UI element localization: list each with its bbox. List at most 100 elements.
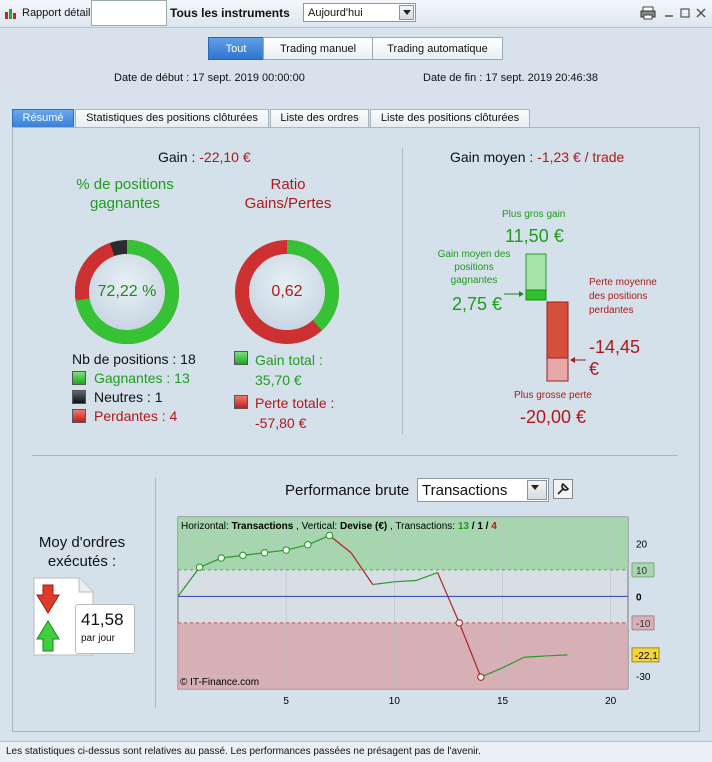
maximize-icon[interactable] [680, 8, 690, 18]
lower-band-label-box [631, 615, 655, 631]
title-bar: Rapport détaillé Tous les instruments Au… [0, 0, 712, 28]
neutral-swatch [72, 390, 86, 404]
close-icon[interactable] [696, 8, 706, 18]
series-point [195, 563, 204, 572]
period-value: Aujourd'hui [308, 7, 363, 19]
series-point [239, 551, 247, 560]
y-tick-label: 20 [636, 539, 648, 550]
gain-moyen-value: -1,23 € / trade [537, 149, 625, 165]
ratio-donut [235, 240, 339, 344]
tab-closed-positions[interactable]: Liste des positions clôturées [370, 109, 530, 127]
winning-swatch [72, 371, 86, 385]
lower-band-label: -10 [636, 619, 651, 630]
current-value-box [631, 647, 660, 663]
perte-totale-label: Perte totale : [255, 395, 335, 411]
report-title: Rapport détaillé [22, 7, 100, 19]
tab-closed-stats[interactable]: Statistiques des positions clôturées [75, 109, 269, 127]
chevron-down-icon[interactable] [527, 480, 547, 500]
series-point [304, 541, 312, 549]
performance-title: Performance brute [285, 482, 410, 499]
gain-value: -22,10 € [199, 149, 251, 165]
perte-totale: Perte totale : -57,80 € [255, 393, 334, 433]
max-loss-value: -20,00 € [520, 407, 587, 427]
divider-vertical-top [402, 148, 403, 434]
orders-value-box: 41,58 par jour [75, 604, 135, 654]
series-segment [199, 557, 222, 568]
x-tick-label: 20 [605, 696, 617, 707]
perte-totale-swatch [234, 395, 248, 409]
chevron-down-icon[interactable] [399, 5, 414, 20]
status-bar: Les statistiques ci-dessus sont relative… [0, 741, 712, 762]
avg-loss-value: -14,45 € [589, 337, 641, 379]
legend-v: , Vertical: [296, 521, 337, 532]
filter-manual-button[interactable]: Trading manuel [263, 37, 373, 60]
series-segment [307, 534, 330, 546]
series-segment [394, 579, 417, 583]
x-tick-label: 10 [389, 696, 401, 707]
series-point [260, 548, 269, 557]
upper-band-label: 10 [636, 566, 648, 577]
end-date-label: Date de fin : [423, 72, 483, 84]
divider-horizontal [32, 455, 678, 456]
end-date: Date de fin : 17 sept. 2019 20:46:38 [423, 72, 598, 84]
gain-label: Gain : [158, 149, 196, 165]
tooltip-box [91, 0, 167, 26]
max-gain-value: 11,50 € [505, 226, 564, 246]
gain-total: Gain total : 35,70 € [255, 350, 323, 390]
series-segment [415, 572, 438, 582]
legend-loss: 4 [491, 521, 497, 532]
gain-loss-bars [504, 253, 586, 382]
wrench-icon[interactable] [553, 479, 573, 499]
series-segment [372, 581, 395, 586]
avg-gain-label: Gain moyen des positions gagnantes [437, 249, 511, 286]
upper-band-label-box [631, 562, 655, 578]
max-loss-label: Plus grosse perte [514, 390, 592, 401]
start-date: Date de début : 17 sept. 2019 00:00:00 [114, 72, 305, 84]
legend-sep2: / [486, 521, 492, 532]
series-point [455, 619, 463, 627]
ratio-value: 0,62 [271, 283, 303, 300]
tab-orders[interactable]: Liste des ordres [270, 109, 369, 127]
chart-legend: Horizontal: Transactions , Vertical: Dev… [181, 521, 497, 532]
performance-mode-select[interactable]: Transactions [417, 478, 549, 502]
y-tick-label: 0 [636, 592, 642, 603]
x-tick-label: 15 [497, 696, 509, 707]
orders-unit: par jour [81, 633, 115, 644]
gain-total-swatch [234, 351, 248, 365]
orders-value: 41,58 [81, 610, 124, 629]
series-point [282, 546, 290, 554]
series-segment [524, 655, 546, 658]
gain-total-value: 35,70 € [255, 372, 302, 388]
series-segment [177, 566, 201, 597]
period-select[interactable]: Aujourd'hui [303, 3, 416, 22]
gain-line: Gain : -22,10 € [158, 149, 251, 165]
filter-auto-button[interactable]: Trading automatique [372, 37, 503, 60]
start-date-label: Date de début : [114, 72, 190, 84]
series-point [217, 554, 226, 562]
divider-vertical-bottom [155, 478, 156, 708]
legend-sep: / [472, 521, 478, 532]
print-icon[interactable] [640, 6, 656, 20]
filter-tout-button[interactable]: Tout [208, 37, 264, 60]
pct-value: 72,22 % [97, 283, 157, 300]
series-segment [350, 552, 374, 585]
gain-moyen-label: Gain moyen : [450, 149, 534, 165]
x-tick-label: 5 [283, 696, 289, 707]
losing-swatch [72, 409, 86, 423]
y-tick-label: -30 [636, 672, 651, 683]
gain-moyen-line: Gain moyen : -1,23 € / trade [450, 149, 624, 165]
winning-count: Gagnantes : 13 [94, 370, 190, 386]
performance-chart: 5 10 15 20 20 0 -30 10 -10 -22,1 Horizontal: Tran… [164, 514, 674, 714]
tab-resume[interactable]: Résumé [12, 109, 74, 127]
series-segment [545, 654, 568, 657]
performance-mode-value: Transactions [422, 482, 508, 499]
legend-h: Horizontal: [181, 521, 229, 532]
series-segment [329, 535, 352, 554]
minimize-icon[interactable] [664, 8, 674, 18]
max-gain-label: Plus gros gain [502, 209, 566, 220]
perte-totale-value: -57,80 € [255, 415, 307, 431]
avg-loss-label: Perte moyenne des positions perdantes [589, 277, 657, 316]
losing-count: Perdantes : 4 [94, 408, 178, 424]
legend-v-val: Devise (€) [340, 521, 387, 532]
instruments-label[interactable]: Tous les instruments [170, 6, 290, 20]
